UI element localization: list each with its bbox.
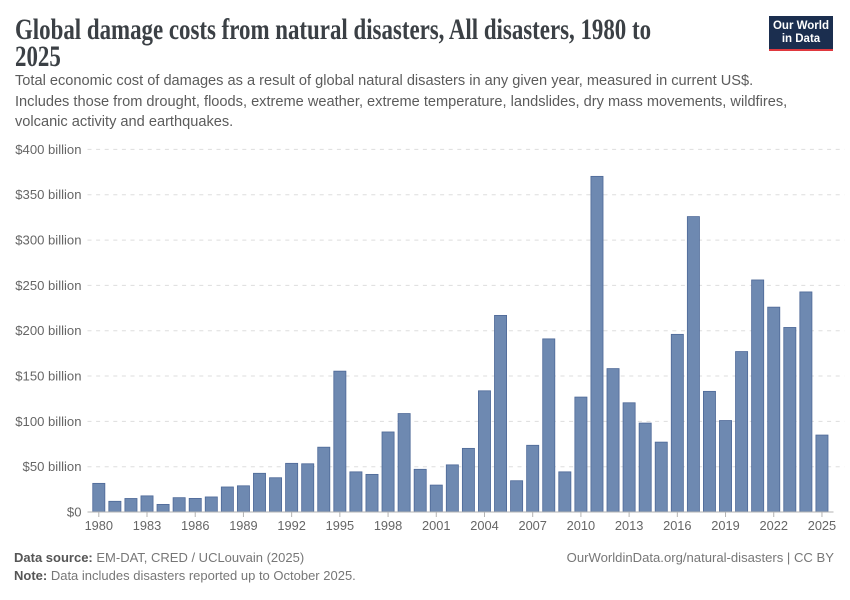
svg-text:2022: 2022 bbox=[760, 518, 788, 533]
svg-text:$250 billion: $250 billion bbox=[15, 278, 81, 293]
svg-text:$350 billion: $350 billion bbox=[15, 187, 81, 202]
svg-text:$400 billion: $400 billion bbox=[15, 142, 81, 157]
svg-text:$200 billion: $200 billion bbox=[15, 323, 81, 338]
svg-text:$0: $0 bbox=[67, 504, 82, 519]
svg-text:2013: 2013 bbox=[615, 518, 643, 533]
svg-text:$100 billion: $100 billion bbox=[15, 414, 81, 429]
svg-text:2010: 2010 bbox=[567, 518, 595, 533]
svg-text:$50 billion: $50 billion bbox=[23, 459, 82, 474]
svg-text:2025: 2025 bbox=[808, 518, 836, 533]
svg-text:2016: 2016 bbox=[663, 518, 691, 533]
svg-text:2019: 2019 bbox=[711, 518, 739, 533]
svg-text:$150 billion: $150 billion bbox=[15, 368, 81, 383]
svg-text:1980: 1980 bbox=[85, 518, 113, 533]
svg-text:1995: 1995 bbox=[326, 518, 354, 533]
svg-text:2004: 2004 bbox=[470, 518, 498, 533]
svg-text:1998: 1998 bbox=[374, 518, 402, 533]
svg-text:1989: 1989 bbox=[229, 518, 257, 533]
svg-text:1986: 1986 bbox=[181, 518, 209, 533]
svg-text:$300 billion: $300 billion bbox=[15, 233, 81, 248]
svg-text:1992: 1992 bbox=[277, 518, 305, 533]
svg-text:2007: 2007 bbox=[518, 518, 546, 533]
svg-text:2001: 2001 bbox=[422, 518, 450, 533]
svg-text:1983: 1983 bbox=[133, 518, 161, 533]
